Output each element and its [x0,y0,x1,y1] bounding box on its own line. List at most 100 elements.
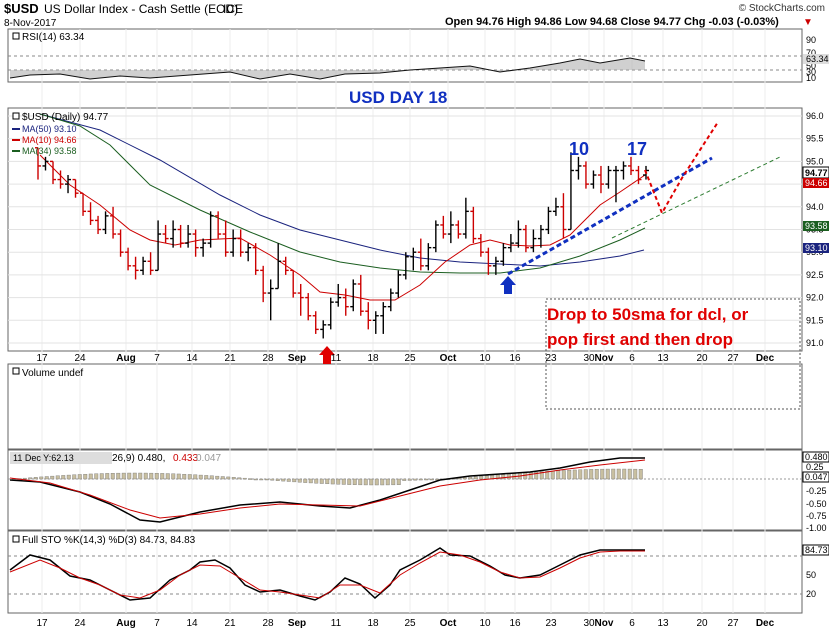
macd-histogram-bar [275,478,280,481]
x-tick-label: 6 [629,353,635,364]
macd-histogram-bar [28,477,33,480]
macd-badge: 0.480 [805,452,828,462]
x-tick-label-bottom: Sep [288,618,306,629]
macd-histogram-bar [226,476,231,480]
chg-down-icon: ▼ [803,17,813,28]
macd-histogram-bar [539,471,544,480]
macd-histogram-bar [182,473,187,480]
macd-histogram-bar [495,474,500,480]
x-tick-label-bottom: 24 [74,618,86,629]
macd-histogram-bar [528,472,533,480]
x-tick-label: 25 [404,353,416,364]
macd-histogram-bar [561,470,566,480]
rsi-tick-label: 10 [806,73,816,83]
x-tick-label: 10 [479,353,491,364]
ma10-line [39,154,646,301]
macd-histogram-bar [154,473,159,480]
macd-histogram-bar [391,478,396,486]
macd-histogram-bar [534,471,539,480]
macd-signal-line [9,459,646,519]
macd-histogram-bar [369,478,374,486]
macd-tick-label: -0.25 [806,486,827,496]
x-tick-label-bottom: 30 [583,618,595,629]
macd-histogram-bar [418,478,423,481]
low-arrow-up-red-icon [319,346,335,364]
legend-title: $USD (Daily) 94.77 [22,112,109,123]
price-bars [35,147,649,339]
macd-histogram-bar [594,469,599,480]
macd-histogram-bar [352,478,357,485]
macd-histogram-bar [253,478,258,481]
macd-hist-badge-bg [802,471,829,483]
macd-histogram-bar [622,468,627,480]
macd-histogram-bar [132,472,137,480]
macd-histogram-bar [363,478,368,486]
x-tick-label-bottom: 21 [224,618,236,629]
macd-panel [7,449,803,531]
price-tick-label: 94.0 [806,202,824,212]
macd-histogram-bar [556,470,561,480]
close-badge: 94.77 [805,168,828,178]
annotation-title: USD DAY 18 [349,88,447,107]
macd-histogram-bar [237,477,242,480]
macd-histogram-bar [413,478,418,481]
macd-histogram-bar [176,473,181,480]
note-line-2: pop first and then drop [547,330,733,349]
x-tick-label-bottom: Oct [440,618,457,629]
macd-histogram-bar [88,473,93,480]
x-tick-label-bottom: Dec [756,618,775,629]
macd-histogram-bar [523,472,528,480]
macd-histogram-bar [39,476,44,480]
macd-histogram-bar [149,472,154,480]
macd-label-right: 26,9) 0.480, [112,453,165,464]
x-tick-label-bottom: 18 [367,618,379,629]
macd-label-signal: 0.433 [173,453,198,464]
x-tick-label-bottom: 28 [262,618,274,629]
macd-histogram-bar [187,474,192,480]
grid-lines [41,29,766,613]
projection-path [644,121,719,216]
x-tick-label-bottom: 10 [479,618,491,629]
rsi-tick-label: 70 [806,48,816,58]
chart-date: 8-Nov-2017 [4,18,57,29]
x-tick-label: 23 [545,353,557,364]
macd-histogram-bar [292,478,297,483]
macd-histogram-bar [545,471,550,480]
macd-histogram-bar [33,477,38,480]
legend-ma10: MA(10) 94.66 [22,135,77,145]
macd-histogram-bar [435,478,440,481]
low-arrow-up-icon [500,276,516,294]
x-tick-label: 24 [74,353,86,364]
volume-panel [7,363,803,450]
macd-tick-label: -1.00 [806,523,827,533]
macd-histogram-bar [220,476,225,480]
x-tick-label-bottom: 6 [629,618,635,629]
macd-histogram-bar [402,478,407,481]
macd-histogram-bar [627,468,632,480]
exchange-label: ICE [223,2,243,16]
ohlc-summary: Open 94.76 High 94.86 Low 94.68 Close 94… [445,16,779,28]
macd-histogram-bar [264,478,269,481]
rsi-value-badge [803,54,829,64]
ma50-badge: 93.10 [805,243,828,253]
volume-icon [12,367,20,375]
macd-histogram-bar [341,478,346,485]
legend-ma50: MA(50) 93.10 [22,124,77,134]
count-10: 10 [569,139,589,159]
macd-histogram-bar [336,478,341,485]
macd-histogram-bar [286,478,291,482]
macd-histogram-bar [248,478,253,480]
macd-histogram-bar [611,468,616,480]
x-tick-label: Dec [756,353,775,364]
x-tick-label: 17 [36,353,48,364]
copyright: © StockCharts.com [739,3,825,14]
sto-icon [12,535,20,543]
macd-histogram-bar [281,478,286,482]
macd-histogram-bar [242,477,247,480]
macd-histogram-bar [105,473,110,480]
x-tick-label-bottom: 13 [657,618,669,629]
macd-histogram-bar [396,478,401,485]
rsi-icon [12,32,20,40]
